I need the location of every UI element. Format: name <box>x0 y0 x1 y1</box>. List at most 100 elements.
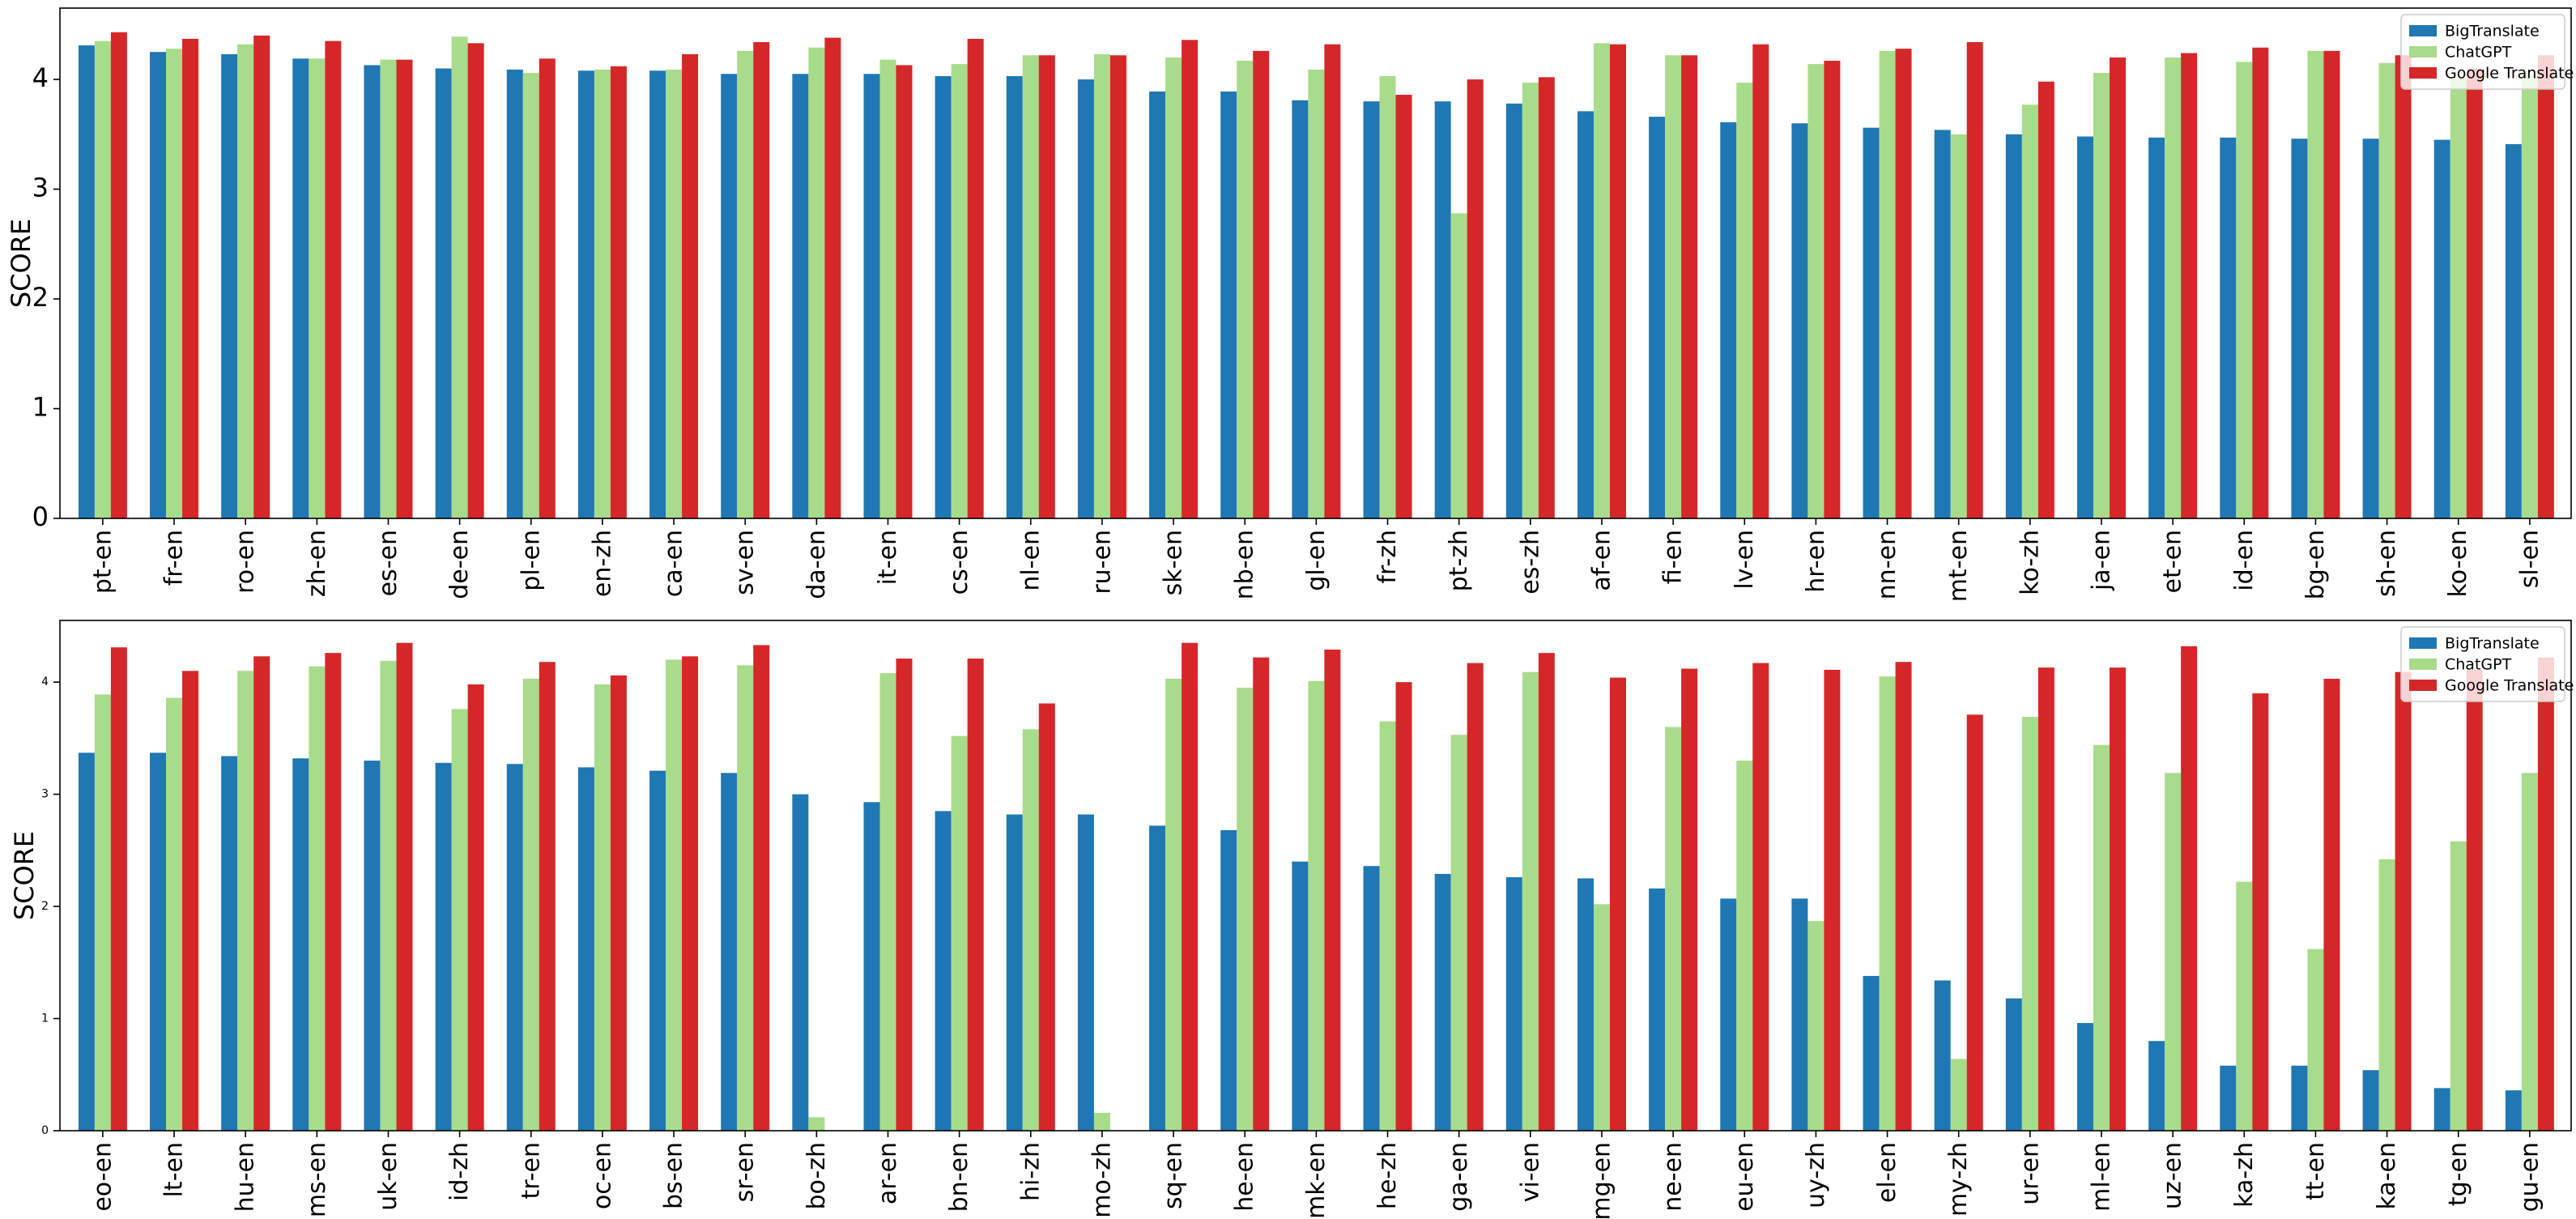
y-tick-label: 3 <box>41 788 49 801</box>
bar-google-translate-id-zh <box>467 684 484 1131</box>
bar-chatgpt-oc-en <box>594 684 611 1131</box>
bar-bigtranslate-sk-en <box>1149 91 1166 519</box>
x-tick-label: ne-en <box>1659 1142 1688 1212</box>
bar-bigtranslate-he-en <box>1220 829 1237 1131</box>
x-tick-label: tg-en <box>2444 1142 2472 1206</box>
bar-chatgpt-sl-en <box>2521 74 2538 519</box>
bar-google-translate-hr-en <box>1824 61 1841 518</box>
x-tick-label: ko-en <box>2444 530 2472 598</box>
x-tick-label: id-en <box>2230 530 2259 591</box>
bar-google-translate-sq-en <box>1182 642 1199 1131</box>
bar-bigtranslate-ko-en <box>2433 139 2450 518</box>
x-tick-label: fi-en <box>1659 530 1688 584</box>
bar-google-translate-uy-zh <box>1824 669 1841 1131</box>
bar-chatgpt-ka-zh <box>2236 881 2253 1131</box>
bar-google-translate-pt-zh <box>1467 79 1484 518</box>
x-tick-label: cs-en <box>945 530 973 595</box>
x-tick-label: gl-en <box>1302 530 1331 591</box>
y-tick-label: 0 <box>41 1124 49 1137</box>
legend-label: Google Translate <box>2445 677 2574 695</box>
bar-bigtranslate-lt-en <box>150 752 167 1131</box>
bars <box>78 642 2554 1131</box>
bar-google-translate-da-en <box>824 37 841 518</box>
bar-google-translate-vi-en <box>1538 653 1555 1131</box>
y-axis-label: SCORE <box>9 831 40 920</box>
bar-bigtranslate-bs-en <box>649 770 666 1131</box>
bar-chatgpt-es-zh <box>1522 83 1539 518</box>
bar-bigtranslate-hu-en <box>221 756 238 1131</box>
bar-chatgpt-hr-en <box>1807 64 1824 519</box>
bar-chatgpt-sv-en <box>737 50 754 518</box>
bar-bigtranslate-uy-zh <box>1791 898 1808 1131</box>
bar-bigtranslate-vi-en <box>1505 877 1522 1131</box>
bar-bigtranslate-oc-en <box>577 767 594 1131</box>
bar-google-translate-sv-en <box>753 42 770 518</box>
legend-swatch <box>2409 637 2437 649</box>
chart-panel-2: 0 1 2 3 4 SCORE eo-en lt-en hu-en ms-en uk-en id-zh… <box>9 620 2574 1219</box>
x-tick-label: fr-zh <box>1373 530 1402 584</box>
x-tick-label: hr-en <box>1802 530 1830 593</box>
bar-google-translate-eu-en <box>1752 663 1769 1131</box>
y-axis: 0 1 2 3 4 <box>41 676 60 1137</box>
bar-bigtranslate-es-zh <box>1505 103 1522 519</box>
bar-bigtranslate-fr-en <box>150 52 167 518</box>
bar-chatgpt-uy-zh <box>1807 921 1824 1131</box>
bar-bigtranslate-mo-zh <box>1077 814 1094 1131</box>
legend: BigTranslate ChatGPT Google Translate <box>2400 626 2574 702</box>
bar-google-translate-it-en <box>896 65 913 518</box>
bar-bigtranslate-el-en <box>1863 975 1880 1131</box>
x-tick-label: af-en <box>1587 530 1616 591</box>
bar-chatgpt-ur-en <box>2021 717 2038 1131</box>
x-axis: eo-en lt-en hu-en ms-en uk-en id-zh tr-en oc-en… <box>88 1131 2544 1219</box>
bar-google-translate-ko-zh <box>2037 81 2054 518</box>
x-tick-label: hi-zh <box>1016 1142 1045 1201</box>
bar-bigtranslate-ru-en <box>1077 79 1094 518</box>
bar-google-translate-ka-en <box>2395 671 2412 1131</box>
bar-bigtranslate-sl-en <box>2505 144 2522 518</box>
bar-bigtranslate-da-en <box>792 74 809 519</box>
bar-chatgpt-tr-en <box>522 679 539 1131</box>
bar-bigtranslate-tr-en <box>506 764 523 1131</box>
bar-bigtranslate-es-en <box>364 65 381 518</box>
bar-google-translate-ca-en <box>682 53 699 518</box>
bar-chatgpt-ru-en <box>1093 53 1110 518</box>
bar-chatgpt-bn-en <box>951 735 968 1131</box>
bar-bigtranslate-fi-en <box>1649 117 1666 518</box>
bar-google-translate-fr-en <box>182 38 199 518</box>
bar-bigtranslate-he-zh <box>1363 866 1380 1131</box>
bar-google-translate-mk-en <box>1324 650 1341 1131</box>
bar-chatgpt-ro-en <box>237 44 254 518</box>
bar-google-translate-he-en <box>1253 657 1270 1131</box>
x-tick-label: ar-en <box>874 1142 902 1204</box>
bar-google-translate-gl-en <box>1324 44 1341 518</box>
bar-google-translate-mt-en <box>1966 42 1983 518</box>
legend-label: BigTranslate <box>2445 635 2540 653</box>
x-tick-label: oc-en <box>588 1142 616 1209</box>
bar-google-translate-sr-en <box>753 645 770 1131</box>
bar-chatgpt-es-en <box>380 59 397 519</box>
bar-chatgpt-uz-en <box>2165 773 2182 1131</box>
bar-google-translate-et-en <box>2181 53 2198 519</box>
x-tick-label: uy-zh <box>1802 1142 1830 1208</box>
bar-google-translate-es-zh <box>1538 77 1555 519</box>
x-tick-label: en-zh <box>588 530 616 597</box>
bar-bigtranslate-nl-en <box>1006 76 1023 518</box>
x-tick-label: nn-en <box>1873 530 1901 599</box>
bar-bigtranslate-ca-en <box>649 70 666 519</box>
bar-bigtranslate-ne-en <box>1649 888 1666 1131</box>
x-tick-label: ko-zh <box>2016 530 2044 595</box>
bar-google-translate-lt-en <box>182 671 199 1131</box>
bar-chatgpt-lv-en <box>1736 83 1753 518</box>
x-tick-label: ru-en <box>1088 530 1116 595</box>
bar-chatgpt-mg-en <box>1593 904 1610 1131</box>
x-tick-label: nl-en <box>1016 530 1045 591</box>
bar-chatgpt-ne-en <box>1665 727 1682 1131</box>
bar-bigtranslate-sv-en <box>721 74 738 519</box>
bar-bigtranslate-eo-en <box>78 752 95 1131</box>
y-axis-label: SCORE <box>6 219 36 308</box>
bar-chatgpt-gu-en <box>2521 773 2538 1131</box>
bar-bigtranslate-pt-zh <box>1434 101 1451 518</box>
bar-google-translate-ms-en <box>325 653 342 1131</box>
bar-bigtranslate-et-en <box>2148 137 2165 518</box>
bar-google-translate-sk-en <box>1182 40 1199 519</box>
